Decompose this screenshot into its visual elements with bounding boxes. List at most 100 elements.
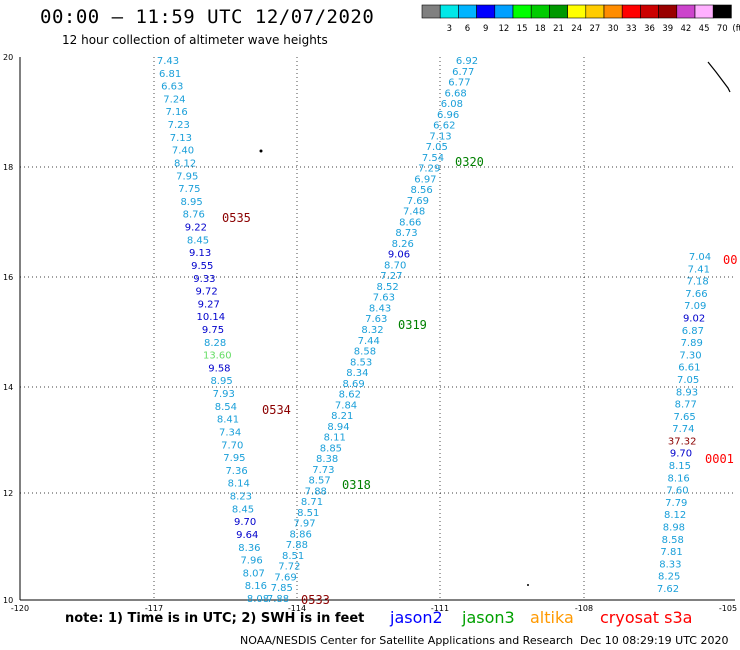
pass-time-label: 0534 — [262, 403, 291, 417]
legend-swatch — [549, 4, 568, 19]
legend-swatch — [439, 4, 459, 19]
wave-height-value: 7.24 — [163, 94, 185, 105]
lon-label: -117 — [145, 604, 163, 613]
wave-height-value: 8.12 — [664, 510, 686, 521]
wave-height-value: 7.89 — [681, 338, 703, 349]
wave-height-value: 10.14 — [197, 312, 226, 323]
legend-label: 45 — [699, 24, 710, 34]
wave-height-value: 7.18 — [686, 277, 708, 288]
wave-height-value: 8.36 — [238, 543, 260, 554]
wave-height-value: 8.94 — [327, 422, 349, 433]
wave-height-value: 8.26 — [392, 239, 414, 250]
wave-height-value: 6.08 — [441, 99, 463, 110]
lat-label: 20 — [3, 53, 13, 62]
wave-height-value: 7.79 — [665, 498, 687, 509]
wave-height-value: 8.21 — [331, 411, 353, 422]
wave-height-value: 37.32 — [668, 436, 697, 447]
legend-label: 39 — [662, 24, 673, 34]
wave-height-value: 7.69 — [407, 196, 429, 207]
pass-time-label: 00 — [723, 253, 737, 267]
mission-jason2: jason2 — [390, 608, 443, 627]
wave-height-value: 8.95 — [210, 376, 232, 387]
legend-swatch — [603, 4, 623, 19]
legend-label: 24 — [571, 24, 582, 34]
wave-height-value: 8.33 — [659, 559, 681, 570]
wave-height-value: 8.51 — [297, 508, 319, 519]
lon-label: -108 — [575, 604, 593, 613]
legend-unit: (ft) — [732, 24, 740, 34]
wave-height-value: 8.15 — [669, 461, 691, 472]
wave-height-value: 8.73 — [395, 228, 417, 239]
wave-height-value: 9.64 — [236, 530, 258, 541]
wave-height-value: 8.34 — [346, 368, 368, 379]
wave-height-value: 7.04 — [689, 252, 711, 263]
wave-height-value: 8.43 — [369, 303, 391, 314]
wave-height-value: 7.75 — [178, 184, 200, 195]
wave-height-value: 6.77 — [448, 78, 470, 89]
wave-height-value: 7.73 — [312, 465, 334, 476]
lat-label: 10 — [3, 596, 13, 605]
wave-height-value: 8.07 — [243, 568, 265, 579]
wave-height-value: 8.41 — [217, 415, 239, 426]
legend-label: 42 — [680, 24, 691, 34]
wave-height-value: 8.69 — [342, 379, 364, 390]
wave-height-value: 8.08 — [247, 594, 269, 605]
wave-height-value: 7.13 — [429, 131, 451, 142]
wave-height-value: 7.63 — [365, 314, 387, 325]
wave-height-value: 6.63 — [161, 82, 183, 93]
wave-height-value: 7.63 — [373, 293, 395, 304]
wave-height-value: 9.58 — [208, 363, 230, 374]
wave-height-value: 8.11 — [324, 433, 346, 444]
wave-height-value: 9.06 — [388, 250, 410, 261]
wave-height-value: 7.34 — [219, 427, 241, 438]
wave-height-value: 6.96 — [437, 110, 459, 121]
wave-height-value: 7.60 — [666, 486, 688, 497]
wave-height-value: 9.02 — [683, 313, 705, 324]
wave-height-value: 8.57 — [308, 476, 330, 487]
legend-swatch — [676, 4, 696, 19]
wave-height-value: 7.81 — [660, 547, 682, 558]
wave-height-value: 6.97 — [414, 174, 436, 185]
wave-height-value: 7.96 — [240, 556, 262, 567]
legend-swatch — [567, 4, 587, 19]
wave-height-value: 7.72 — [278, 562, 300, 573]
wave-height-value: 8.56 — [411, 185, 433, 196]
wave-height-value: 8.45 — [232, 504, 254, 515]
mission-altika: altika — [530, 608, 574, 627]
wave-height-value: 8.85 — [320, 443, 342, 454]
wave-height-value: 8.23 — [230, 492, 252, 503]
wave-height-value: 7.23 — [168, 120, 190, 131]
wave-height-value: 7.69 — [274, 572, 296, 583]
legend-swatch — [476, 4, 496, 19]
wave-height-value: 8.95 — [180, 197, 202, 208]
pass-time-label: 0533 — [301, 593, 330, 607]
lon-label: -114 — [288, 604, 306, 613]
wave-height-value: 8.58 — [662, 535, 684, 546]
footer-credit: NOAA/NESDIS Center for Satellite Applica… — [240, 634, 574, 647]
wave-height-value: 7.16 — [165, 107, 187, 118]
wave-height-value: 9.13 — [189, 248, 211, 259]
wave-height-value: 7.95 — [223, 453, 245, 464]
legend-label: 30 — [608, 24, 619, 34]
page-title: 00:00 – 11:59 UTC 12/07/2020 — [40, 6, 375, 28]
wave-height-value: 6.61 — [678, 363, 700, 374]
legend-label: 21 — [553, 24, 564, 34]
island-dot — [259, 149, 263, 153]
pass-time-label: 0001 — [705, 452, 734, 466]
lon-label: -105 — [719, 604, 737, 613]
pass-time-label: 0319 — [398, 318, 427, 332]
wave-height-value: 8.70 — [384, 260, 406, 271]
legend-swatch — [494, 4, 514, 19]
wave-height-value: 8.16 — [668, 473, 690, 484]
wave-height-value: 8.62 — [339, 390, 361, 401]
wave-height-value: 8.38 — [316, 454, 338, 465]
wave-height-value: 6.77 — [452, 67, 474, 78]
wave-height-value: 7.95 — [176, 171, 198, 182]
wave-height-value: 8.76 — [183, 210, 205, 221]
mission-cryosat-s3a: cryosat s3a — [600, 608, 693, 627]
wave-height-value: 9.27 — [198, 299, 220, 310]
lat-label: 16 — [3, 273, 13, 282]
wave-height-value: 7.44 — [358, 336, 380, 347]
legend-label: 3 — [447, 24, 452, 34]
